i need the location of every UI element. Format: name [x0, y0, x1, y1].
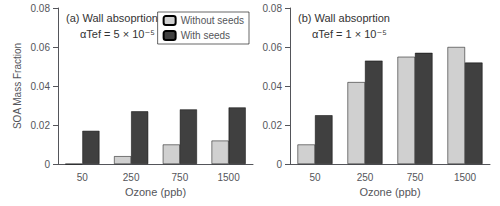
svg-text:SOA Mass Fraction: SOA Mass Fraction — [12, 43, 23, 129]
svg-text:0: 0 — [276, 159, 282, 170]
svg-text:(a) Wall absoprtion: (a) Wall absoprtion — [66, 12, 158, 24]
svg-text:αTef = 5 × 10⁻⁵: αTef = 5 × 10⁻⁵ — [80, 28, 155, 40]
svg-text:0: 0 — [44, 159, 50, 170]
svg-text:With seeds: With seeds — [181, 30, 230, 41]
svg-text:0.02: 0.02 — [263, 120, 283, 131]
svg-text:1500: 1500 — [218, 172, 241, 183]
svg-text:0.04: 0.04 — [31, 81, 51, 92]
svg-text:50: 50 — [309, 172, 321, 183]
svg-text:0.08: 0.08 — [31, 3, 51, 14]
svg-text:αTef = 1 × 10⁻⁵: αTef = 1 × 10⁻⁵ — [312, 28, 387, 40]
svg-text:0.02: 0.02 — [31, 120, 51, 131]
svg-text:1500: 1500 — [454, 172, 477, 183]
svg-text:0.06: 0.06 — [263, 42, 283, 53]
svg-text:0.08: 0.08 — [263, 3, 283, 14]
svg-text:0.04: 0.04 — [263, 81, 283, 92]
svg-text:750: 750 — [172, 172, 189, 183]
svg-text:0.06: 0.06 — [31, 42, 51, 53]
svg-text:Ozone (ppb): Ozone (ppb) — [359, 186, 420, 198]
svg-text:(b) Wall absoprtion: (b) Wall absoprtion — [298, 12, 390, 24]
svg-text:Ozone (ppb): Ozone (ppb) — [125, 186, 186, 198]
svg-text:250: 250 — [123, 172, 140, 183]
svg-text:750: 750 — [407, 172, 424, 183]
svg-text:Without seeds: Without seeds — [181, 15, 244, 26]
svg-text:50: 50 — [77, 172, 89, 183]
svg-text:250: 250 — [357, 172, 374, 183]
